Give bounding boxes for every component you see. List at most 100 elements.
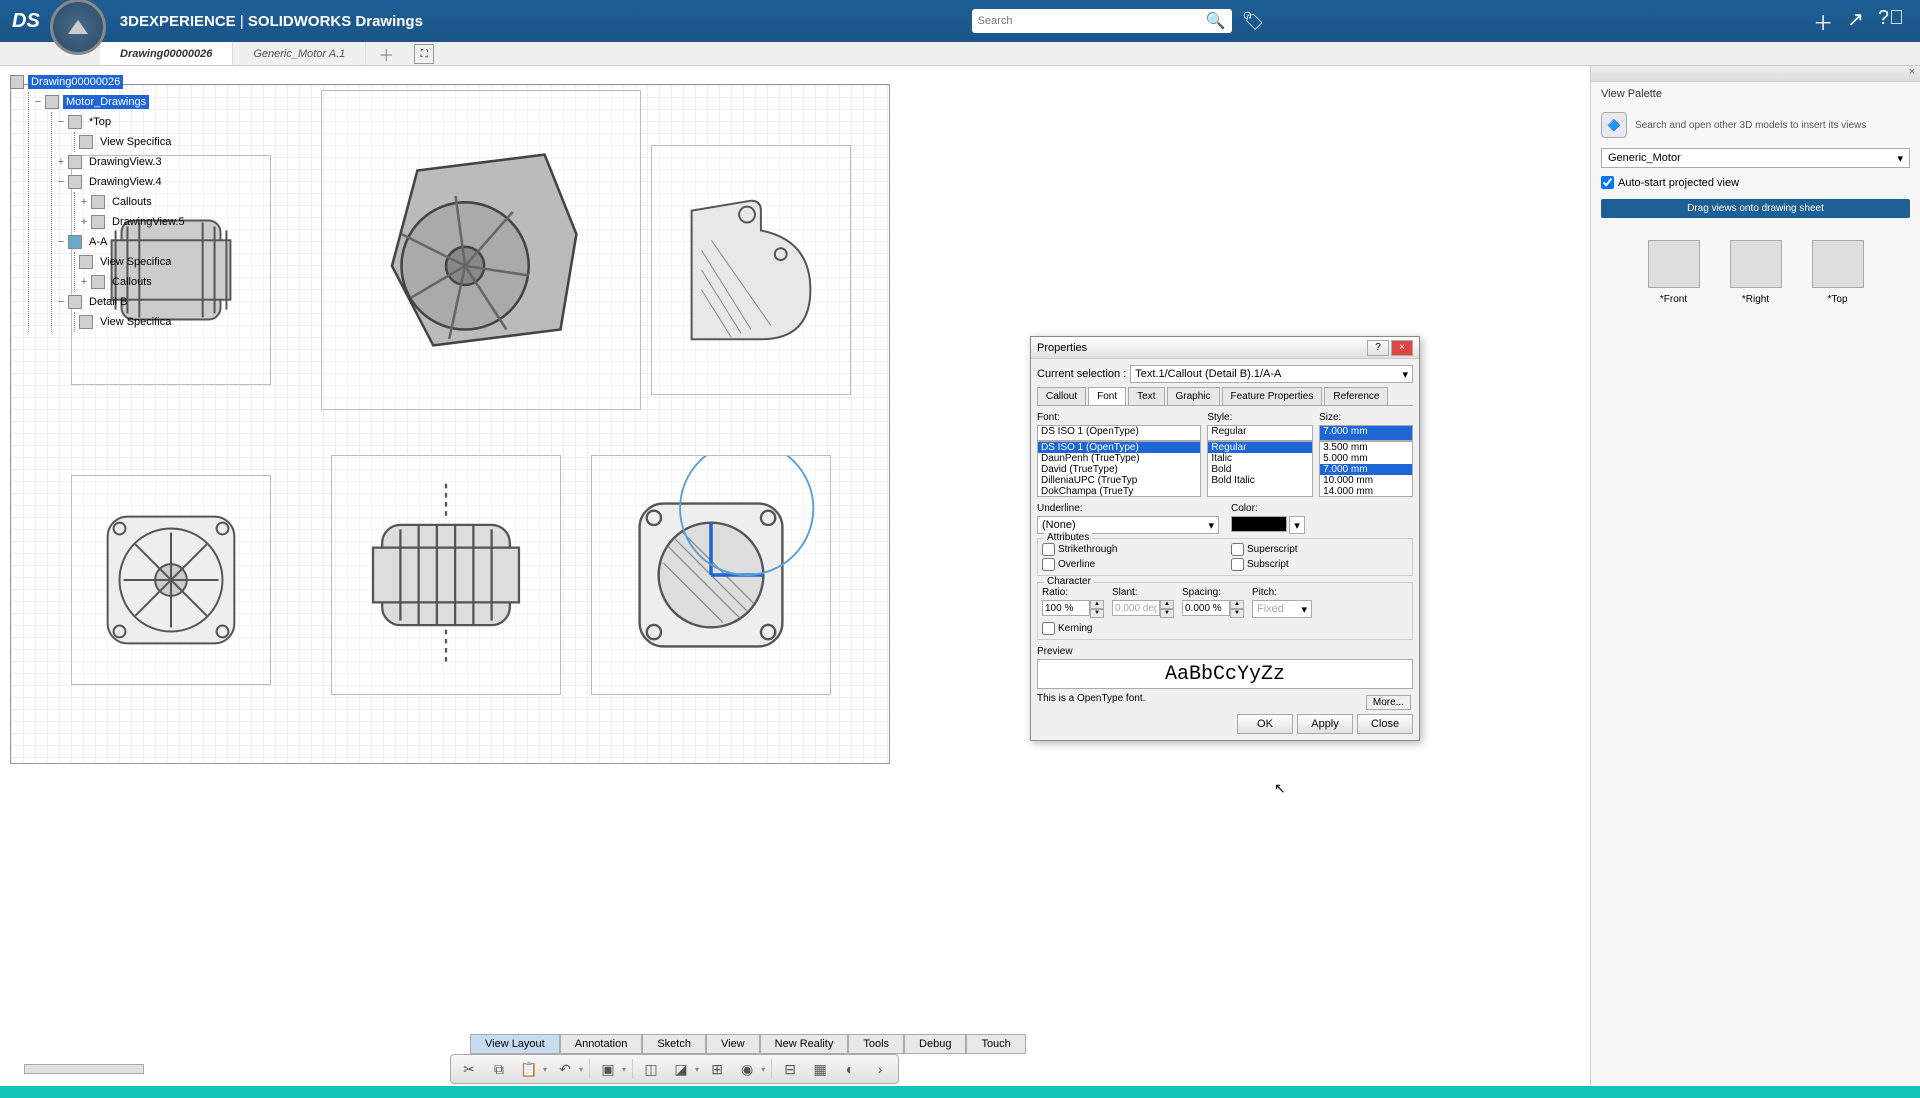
tab-reference[interactable]: Reference: [1324, 387, 1388, 405]
broken-out-icon[interactable]: ◐: [838, 1057, 862, 1081]
btab-view[interactable]: View: [706, 1034, 760, 1054]
expand-icon[interactable]: +: [56, 156, 66, 168]
kerning-checkbox[interactable]: [1042, 622, 1055, 635]
view-detail-a[interactable]: [71, 475, 271, 685]
tree-item[interactable]: Callouts: [109, 195, 155, 209]
tab-graphic[interactable]: Graphic: [1167, 387, 1220, 405]
spin-up-icon[interactable]: ▲: [1230, 600, 1244, 609]
ok-button[interactable]: OK: [1237, 714, 1293, 734]
btab-debug[interactable]: Debug: [904, 1034, 966, 1054]
add-icon[interactable]: ＋: [1813, 7, 1833, 36]
btab-new-reality[interactable]: New Reality: [760, 1034, 849, 1054]
pitch-dropdown[interactable]: Fixed▾: [1252, 600, 1312, 618]
tree-item[interactable]: DrawingView.3: [86, 155, 165, 169]
crop-view-icon[interactable]: ▦: [808, 1057, 832, 1081]
tree-sheet[interactable]: Motor_Drawings: [63, 95, 149, 109]
tree-item[interactable]: View Specifica: [97, 255, 174, 269]
expand-icon[interactable]: −: [33, 96, 43, 108]
btab-touch[interactable]: Touch: [966, 1034, 1025, 1054]
section-view-icon[interactable]: ⊞: [705, 1057, 729, 1081]
close-icon[interactable]: ×: [1391, 340, 1413, 356]
close-button[interactable]: Close: [1357, 714, 1413, 734]
spin-up-icon[interactable]: ▲: [1090, 600, 1104, 609]
btab-annotation[interactable]: Annotation: [560, 1034, 643, 1054]
view-icon[interactable]: ▣: [596, 1057, 620, 1081]
spin-down-icon[interactable]: ▼: [1090, 609, 1104, 618]
expand-icon[interactable]: −: [56, 116, 66, 128]
list-item[interactable]: 14.000 mm: [1320, 486, 1412, 497]
tab-text[interactable]: Text: [1128, 387, 1164, 405]
list-item[interactable]: DokChampa (TrueTy: [1038, 486, 1200, 497]
size-list[interactable]: 3.500 mm 5.000 mm 7.000 mm 10.000 mm 14.…: [1319, 441, 1413, 497]
btab-tools[interactable]: Tools: [848, 1034, 904, 1054]
btab-view-layout[interactable]: View Layout: [470, 1034, 560, 1054]
expand-icon[interactable]: −: [56, 296, 66, 308]
expand-icon[interactable]: −: [56, 236, 66, 248]
copy-icon[interactable]: ⧉: [487, 1057, 511, 1081]
help-icon[interactable]: ?: [1367, 340, 1389, 356]
auxiliary-view-icon[interactable]: ◪: [669, 1057, 693, 1081]
dialog-titlebar[interactable]: Properties ? ×: [1031, 337, 1419, 359]
detail-view-icon[interactable]: ◉: [735, 1057, 759, 1081]
browse-model-icon[interactable]: 🔷: [1601, 112, 1627, 138]
list-item[interactable]: DilleniaUPC (TrueTyp: [1038, 475, 1200, 486]
ratio-input[interactable]: [1042, 600, 1090, 616]
tab-drawing[interactable]: Drawing00000026: [100, 42, 233, 65]
btab-sketch[interactable]: Sketch: [642, 1034, 706, 1054]
thumb-top[interactable]: *Top: [1812, 240, 1864, 305]
view-section[interactable]: [651, 145, 851, 395]
expand-icon[interactable]: +: [79, 196, 89, 208]
close-icon[interactable]: ×: [1904, 66, 1920, 81]
compass-icon[interactable]: [50, 0, 106, 55]
list-item[interactable]: DaunPenh (TrueType): [1038, 453, 1200, 464]
tree-root[interactable]: Drawing00000026: [28, 75, 123, 89]
more-button[interactable]: More...: [1366, 695, 1411, 710]
list-item[interactable]: DS ISO 1 (OpenType): [1038, 442, 1200, 453]
tree-item[interactable]: Callouts: [109, 275, 155, 289]
tree-item[interactable]: Detail B: [86, 295, 131, 309]
thumb-front[interactable]: *Front: [1648, 240, 1700, 305]
spacing-input[interactable]: [1182, 600, 1230, 616]
list-item[interactable]: 5.000 mm: [1320, 453, 1412, 464]
search-input[interactable]: [978, 15, 1206, 27]
list-item[interactable]: 10.000 mm: [1320, 475, 1412, 486]
strikethrough-checkbox[interactable]: [1042, 543, 1055, 556]
tree-item[interactable]: View Specifica: [97, 315, 174, 329]
style-input[interactable]: Regular: [1207, 425, 1313, 441]
tree-item[interactable]: DrawingView.4: [86, 175, 165, 189]
tab-generic-motor[interactable]: Generic_Motor A.1: [233, 42, 366, 65]
apply-button[interactable]: Apply: [1297, 714, 1353, 734]
view-iso[interactable]: [321, 90, 641, 410]
tab-callout[interactable]: Callout: [1037, 387, 1086, 405]
tab-add[interactable]: ＋: [366, 42, 406, 65]
subscript-checkbox[interactable]: [1231, 558, 1244, 571]
slant-input[interactable]: [1112, 600, 1160, 616]
list-item[interactable]: 3.500 mm: [1320, 442, 1412, 453]
undo-icon[interactable]: ↶: [553, 1057, 577, 1081]
cut-icon[interactable]: ✂: [457, 1057, 481, 1081]
view-side[interactable]: [331, 455, 561, 695]
projected-view-icon[interactable]: ◫: [639, 1057, 663, 1081]
superscript-checkbox[interactable]: [1231, 543, 1244, 556]
share-icon[interactable]: ↗: [1847, 7, 1864, 36]
selection-dropdown[interactable]: Text.1/Callout (Detail B).1/A-A▾: [1130, 365, 1413, 383]
auto-start-checkbox[interactable]: [1601, 176, 1614, 189]
expand-icon[interactable]: +: [79, 216, 89, 228]
list-item[interactable]: Bold Italic: [1208, 475, 1312, 486]
thumb-right[interactable]: *Right: [1730, 240, 1782, 305]
model-select[interactable]: Generic_Motor▾: [1601, 148, 1910, 168]
tree-item[interactable]: View Specifica: [97, 135, 174, 149]
help-icon[interactable]: ?⃝: [1878, 7, 1904, 36]
break-view-icon[interactable]: ⊟: [778, 1057, 802, 1081]
tag-icon[interactable]: 🏷: [1242, 11, 1265, 32]
size-input[interactable]: 7.000 mm: [1319, 425, 1413, 441]
expand-icon[interactable]: +: [79, 276, 89, 288]
tab-feature-properties[interactable]: Feature Properties: [1222, 387, 1323, 405]
font-input[interactable]: DS ISO 1 (OpenType): [1037, 425, 1201, 441]
tree-item[interactable]: *Top: [86, 115, 114, 129]
horizontal-scrollbar[interactable]: [24, 1064, 144, 1074]
tree-item[interactable]: A-A: [86, 235, 110, 249]
spin-down-icon[interactable]: ▼: [1160, 609, 1174, 618]
tree-item[interactable]: DrawingView.5: [109, 215, 188, 229]
search-box[interactable]: 🔍: [972, 9, 1232, 33]
